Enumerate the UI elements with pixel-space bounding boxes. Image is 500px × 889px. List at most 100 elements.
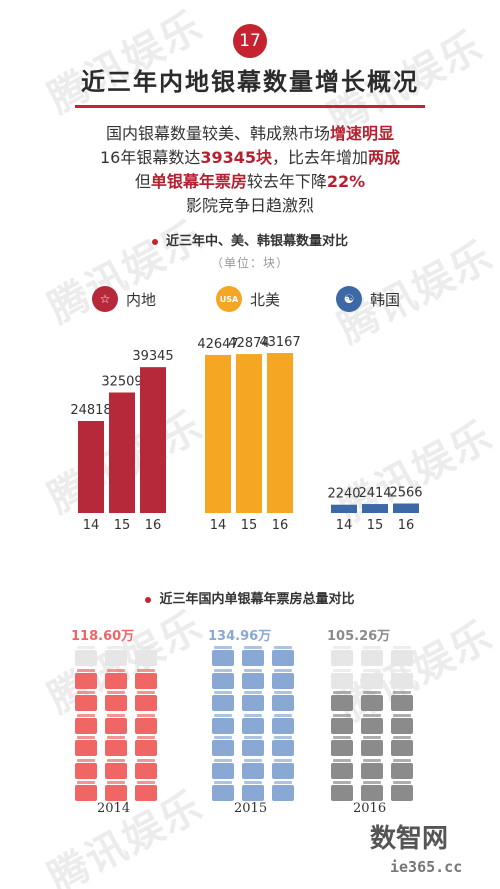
seat-filled-icon xyxy=(272,762,294,779)
seat-filled-icon xyxy=(391,740,413,756)
seat-back-icon xyxy=(107,691,125,694)
legend-usa: USA 北美 xyxy=(216,286,280,312)
seat-back-icon xyxy=(333,646,351,649)
seat-back-icon xyxy=(77,736,95,739)
bar-korea-15 xyxy=(362,504,388,513)
seat-back-icon xyxy=(107,781,125,784)
seat-filled-icon xyxy=(242,740,264,756)
box-office-value-label: 105.26万 xyxy=(327,629,391,644)
seat-filled-icon xyxy=(75,717,97,734)
box-office-section-title: 近三年国内单银幕年票房总量对比 xyxy=(0,588,500,607)
seat-back-icon xyxy=(333,691,351,694)
legend-korea: ☯ 韩国 xyxy=(336,286,400,312)
seat-filled-icon xyxy=(361,785,383,801)
seat-back-icon xyxy=(137,713,155,717)
bar-value-label: 2414 xyxy=(358,486,391,501)
x-tick-label: 15 xyxy=(367,518,384,533)
seat-back-icon xyxy=(393,646,411,649)
x-tick-label: 14 xyxy=(210,518,227,533)
seat-filled-icon xyxy=(331,762,353,779)
x-tick-label: 14 xyxy=(336,518,353,533)
seat-back-icon xyxy=(137,781,155,784)
seat-filled-icon xyxy=(361,740,383,756)
seat-filled-icon xyxy=(212,762,234,779)
seat-empty-icon xyxy=(75,650,97,666)
seat-filled-icon xyxy=(75,740,97,756)
seat-back-icon xyxy=(214,781,232,784)
seat-empty-icon xyxy=(361,650,383,666)
seat-filled-icon xyxy=(331,717,353,734)
box-office-value-label: 118.60万 xyxy=(71,629,135,644)
seat-filled-icon xyxy=(272,785,294,801)
bar-value-label: 42874 xyxy=(228,336,269,351)
seat-back-icon xyxy=(333,668,351,672)
seat-filled-icon xyxy=(272,672,294,689)
seat-back-icon xyxy=(77,668,95,672)
bar-usa-15 xyxy=(236,354,262,513)
seat-filled-icon xyxy=(361,762,383,779)
seat-back-icon xyxy=(244,668,262,672)
seat-back-icon xyxy=(214,736,232,739)
seat-back-icon xyxy=(393,713,411,717)
seat-filled-icon xyxy=(242,650,264,666)
legend-label-usa: 北美 xyxy=(250,290,281,309)
seat-back-icon xyxy=(393,758,411,762)
seat-back-icon xyxy=(77,781,95,784)
summary-line-4: 影院竞争日趋激烈 xyxy=(185,196,314,215)
seat-back-icon xyxy=(77,758,95,762)
seat-filled-icon xyxy=(331,695,353,711)
seat-back-icon xyxy=(333,758,351,762)
seat-filled-icon xyxy=(135,762,157,779)
seat-back-icon xyxy=(274,668,292,672)
seat-filled-icon xyxy=(135,740,157,756)
seat-empty-icon xyxy=(135,650,157,666)
seat-back-icon xyxy=(274,691,292,694)
seat-filled-icon xyxy=(331,785,353,801)
seat-filled-icon xyxy=(135,717,157,734)
seat-back-icon xyxy=(137,758,155,762)
seat-back-icon xyxy=(244,781,262,784)
page-title: 近三年内地银幕数量增长概况 xyxy=(81,68,419,96)
summary-line-2: 16年银幕数达39345块，比去年增加两成 xyxy=(99,148,401,167)
seat-back-icon xyxy=(107,736,125,739)
seat-filled-icon xyxy=(391,785,413,801)
seat-filled-icon xyxy=(272,717,294,734)
seat-back-icon xyxy=(363,691,381,694)
seat-filled-icon xyxy=(391,695,413,711)
seat-back-icon xyxy=(107,646,125,649)
seat-back-icon xyxy=(107,713,125,717)
x-tick-label: 16 xyxy=(145,518,162,533)
seat-back-icon xyxy=(274,736,292,739)
bar-china-14 xyxy=(78,421,104,513)
seat-back-icon xyxy=(214,713,232,717)
seat-back-icon xyxy=(244,691,262,694)
seat-back-icon xyxy=(363,646,381,649)
seat-empty-icon xyxy=(391,650,413,666)
seat-back-icon xyxy=(393,781,411,784)
seat-filled-icon xyxy=(242,672,264,689)
site-logo: 数智网 xyxy=(370,824,449,854)
summary-line-3: 但单银幕年票房较去年下降22% xyxy=(134,172,366,191)
seat-filled-icon xyxy=(212,650,234,666)
legend-china: ☆ 内地 xyxy=(92,286,156,312)
taeguk-icon: ☯ xyxy=(336,286,362,312)
bar-china-16 xyxy=(140,367,166,513)
x-tick-label: 15 xyxy=(114,518,131,533)
seat-filled-icon xyxy=(135,785,157,801)
seat-back-icon xyxy=(274,781,292,784)
seat-back-icon xyxy=(274,646,292,649)
seat-back-icon xyxy=(274,713,292,717)
usa-icon: USA xyxy=(216,286,242,312)
x-tick-label: 14 xyxy=(83,518,100,533)
seat-back-icon xyxy=(333,736,351,739)
bar-value-label: 39345 xyxy=(132,349,173,364)
bar-value-label: 2566 xyxy=(389,485,422,500)
seat-filled-icon xyxy=(75,762,97,779)
seat-back-icon xyxy=(107,668,125,672)
unit-label: （单位：块） xyxy=(210,256,289,270)
seat-back-icon xyxy=(214,646,232,649)
seat-filled-icon xyxy=(75,785,97,801)
seat-back-icon xyxy=(107,758,125,762)
bar-value-label: 2240 xyxy=(327,487,360,502)
seat-filled-icon xyxy=(242,717,264,734)
